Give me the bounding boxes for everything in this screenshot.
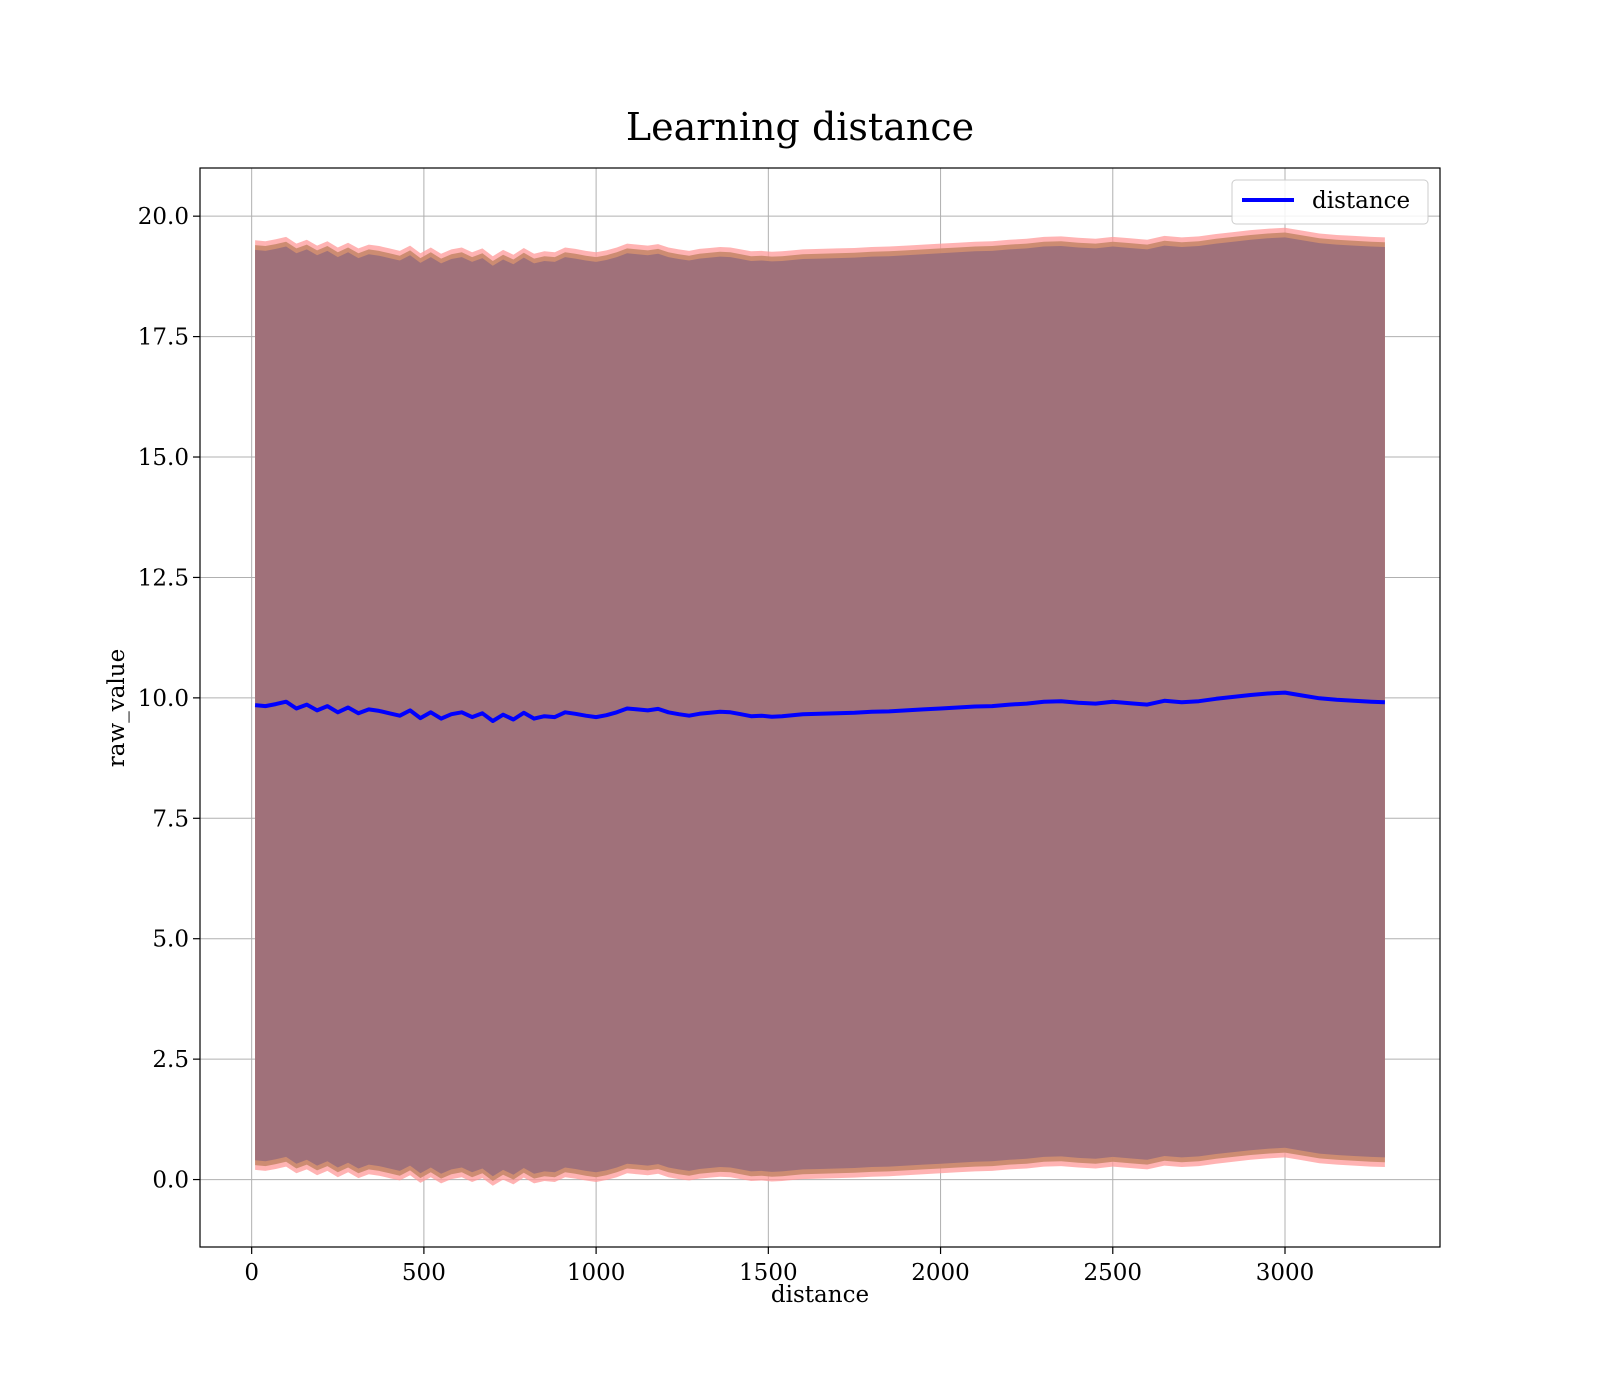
y-tick-label: 15.0: [138, 445, 189, 471]
series-line-distance: [254, 690, 1385, 723]
x-tick-label: 500: [402, 1260, 446, 1286]
x-tick-label: 3000: [1256, 1260, 1315, 1286]
y-tick-label: 10.0: [138, 686, 189, 712]
plot-area-frame: [199, 167, 1441, 1248]
y-tick-label: 0.0: [152, 1168, 189, 1194]
x-tick-label: 0: [244, 1260, 259, 1286]
series-lines: [254, 690, 1385, 723]
legend-box: [1231, 179, 1429, 225]
axis-ticks: 0 500 1000 1500 2000 2500 3000 0.0 2.5 5.0 7.5 10.0…: [138, 204, 1314, 1286]
x-axis-label: distance: [771, 1282, 869, 1308]
chart-title: Learning distance: [626, 105, 974, 149]
x-tick-label: 1500: [739, 1260, 798, 1286]
legend: distance: [1231, 179, 1429, 225]
y-tick-label: 20.0: [138, 204, 189, 230]
y-tick-label: 12.5: [138, 565, 189, 591]
inner-band: [255, 237, 1385, 1177]
x-tick-label: 1000: [567, 1260, 626, 1286]
y-tick-label: 5.0: [152, 927, 189, 953]
std-bands: [255, 227, 1385, 1186]
y-axis-label: raw_value: [104, 649, 130, 767]
y-tick-label: 17.5: [138, 325, 189, 351]
x-tick-label: 2000: [911, 1260, 970, 1286]
y-tick-label: 7.5: [152, 806, 189, 832]
legend-label-distance: distance: [1312, 188, 1410, 214]
x-tick-label: 2500: [1084, 1260, 1143, 1286]
y-tick-label: 2.5: [152, 1047, 189, 1073]
